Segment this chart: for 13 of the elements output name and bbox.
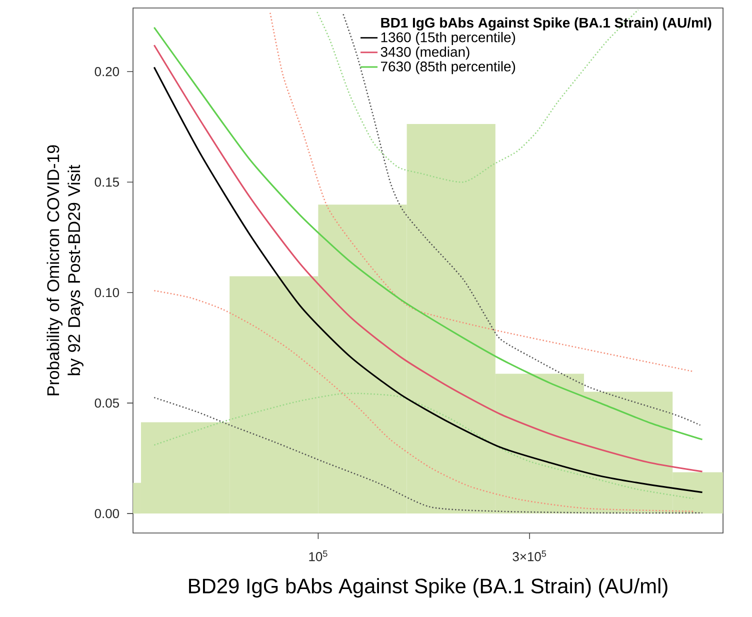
- legend-label: 3430 (median): [380, 46, 470, 60]
- x-axis-title: BD29 IgG bAbs Against Spike (BA.1 Strain) (AU/ml): [189, 578, 668, 598]
- y-tick-label: 0.15: [94, 178, 119, 187]
- legend-label: 1360 (15th percentile): [381, 32, 516, 46]
- legend-label: 7630 (85th percentile): [380, 61, 516, 74]
- y-tick-label: 0.10: [94, 288, 120, 298]
- x-tick-label: 10$^{5}$: [309, 550, 328, 562]
- y-axis-title: Probability of Omicron COVID-19 by 92 Days Post-BD29 Visit: [46, 145, 84, 396]
- legend-title: BD1 IgG bAbs Against Spike (BA.1 Strain) (AU/ml): [381, 17, 712, 30]
- y-tick-label: 0.20: [94, 67, 120, 76]
- x-tick-label: 3×10$^{5}$: [512, 550, 546, 562]
- y-tick-label: 0.05: [94, 398, 119, 408]
- y-tick-label: 0.00: [94, 508, 120, 518]
